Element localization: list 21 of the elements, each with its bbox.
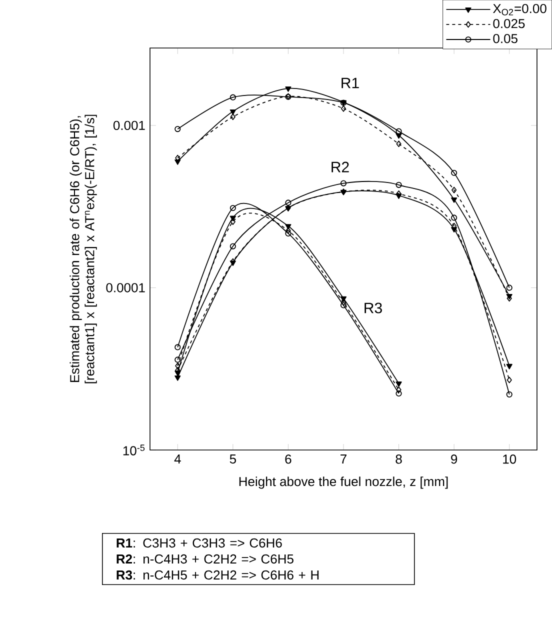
x-tick-label: 9 <box>451 454 458 464</box>
annotation: R2 <box>332 162 349 172</box>
y-tick-label: 0.0001 <box>106 283 145 292</box>
text: R3: n-C4H5 + C2H2 => C6H6 + H <box>116 570 319 580</box>
legend-label: X$_{O2}$=0.00 <box>493 4 546 16</box>
legend-label: 0.025 <box>493 18 525 28</box>
text: R1: C3H3 + C3H3 => C6H6 <box>116 538 282 548</box>
legend-label: 0.05 <box>493 34 518 44</box>
x-tick-label: 5 <box>230 454 236 464</box>
annotation: R1 <box>342 78 359 88</box>
x-tick-label: 8 <box>396 454 402 464</box>
x-tick-label: 6 <box>285 454 292 464</box>
x-axis-title: Height above the fuel nozzle, z [mm] <box>239 476 448 489</box>
annotation: R3 <box>364 302 382 314</box>
x-tick-label: 7 <box>340 454 346 464</box>
y-tick-label: 10$^{-5}$ <box>123 444 145 456</box>
text: R2: n-C4H3 + C2H2 => C6H5 <box>116 554 294 564</box>
x-tick-label: 10 <box>503 454 516 464</box>
x-tick-label: 4 <box>174 454 181 464</box>
y-axis-title: Estimated production rate of C6H6 (or C6H5), [reactant1] x [reactant2] x AT$^{n}$exp(-E/RT), [1/s] <box>70 114 97 384</box>
y-tick-label: 0.001 <box>113 120 145 130</box>
